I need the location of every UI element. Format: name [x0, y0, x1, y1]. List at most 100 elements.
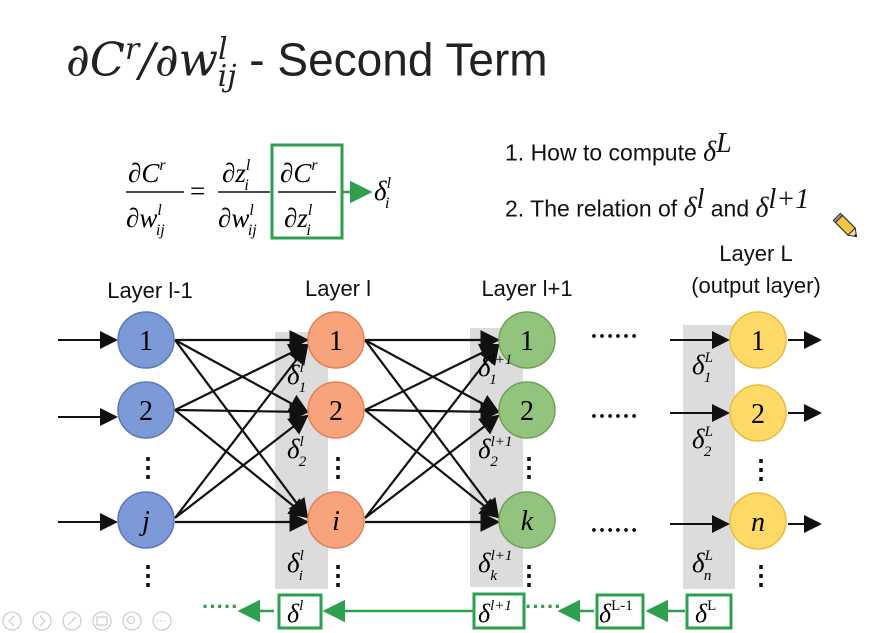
formula-lhs-denominator: ∂wl ij — [126, 202, 165, 239]
neuron — [307, 491, 365, 549]
note-delta-superscript-2: l+1 — [768, 184, 810, 215]
note-text: 2. The relation of — [505, 195, 684, 222]
chain-ellipsis-middle: ····· — [525, 594, 562, 619]
ellipsis-vertical: ⋮ — [325, 453, 351, 482]
layer-l-plus-1-nodes: 1 2 k — [498, 311, 556, 549]
layer-label-output-line1: Layer L — [719, 241, 793, 266]
chain-delta-label: δl+1 — [478, 598, 512, 628]
vertical-ellipses: ⋮ ⋮ ⋮ ⋮ ⋮ ⋮ ⋮ ⋮ — [135, 453, 774, 590]
connections-l-to-l-plus-1 — [364, 330, 501, 532]
deltas-layer-l: δl 1 δl 2 δl i — [287, 360, 307, 584]
note-item-2: 2. The relation of δl and δl+1 — [505, 184, 809, 240]
slides-overview-icon[interactable] — [92, 611, 112, 631]
zoom-icon[interactable] — [122, 611, 142, 631]
note-delta-symbol-2: δ — [755, 192, 769, 224]
ellipsis-vertical: ⋮ — [748, 561, 774, 590]
pencil-cursor-icon — [832, 212, 858, 238]
ellipsis-vertical: ⋮ — [135, 453, 161, 482]
presentation-controls[interactable] — [2, 611, 172, 631]
neuron-label: 1 — [751, 326, 765, 357]
title-w-subscript: ij — [217, 58, 237, 94]
neuron — [498, 381, 556, 439]
notes-list: 1. How to compute δL 2. The relation of … — [505, 128, 809, 240]
neuron-label: i — [332, 506, 340, 537]
backprop-chain: ····· δl δl+1 ····· δL-1 δL — [202, 592, 733, 630]
ellipsis-vertical: ⋮ — [748, 455, 774, 484]
previous-slide-icon[interactable] — [8, 615, 15, 627]
slides-overview-icon[interactable] — [96, 616, 108, 626]
neuron — [117, 491, 175, 549]
title-w-superscript: l — [218, 32, 228, 67]
next-slide-icon[interactable] — [39, 615, 46, 627]
deltas-layer-output: δL 1 δL 2 δL n — [692, 350, 713, 584]
neuron — [498, 311, 556, 369]
note-text: 1. How to compute — [505, 139, 704, 166]
ellipsis-vertical: ⋮ — [325, 561, 351, 590]
layer-label-l-plus-1: Layer l+1 — [481, 276, 573, 301]
note-delta-symbol: δ — [703, 136, 717, 168]
layer-l-nodes: 1 2 i — [307, 311, 365, 549]
neuron — [498, 491, 556, 549]
delta-label: δl 1 — [287, 360, 306, 396]
formula-boxed-denominator: ∂zl i — [284, 202, 313, 239]
neuron — [307, 381, 365, 439]
neuron-label: 1 — [139, 326, 153, 357]
title-partial-w: /∂w — [139, 32, 218, 87]
chain-box-delta-l — [277, 593, 323, 630]
delta-label: δL 2 — [692, 424, 713, 460]
neuron — [729, 384, 787, 442]
previous-slide-icon[interactable] — [2, 611, 22, 631]
neuron — [729, 492, 787, 550]
more-options-icon[interactable] — [152, 611, 172, 631]
chain-box-delta-l-plus-1 — [472, 592, 526, 630]
formula-boxed-numerator: ∂Cr — [280, 157, 318, 188]
layer-label-output: Layer L (output layer) — [666, 238, 846, 302]
pen-tool-icon[interactable] — [67, 616, 77, 626]
shaded-column-layer-output — [683, 325, 735, 589]
delta-label: δl 2 — [287, 434, 307, 470]
chain-delta-label: δL-1 — [599, 598, 633, 628]
neuron-label: 2 — [329, 396, 343, 427]
formula-mid-denominator: ∂wl ij — [218, 202, 257, 239]
neuron-label: n — [751, 507, 765, 538]
neuron — [117, 381, 175, 439]
title-c-superscript: r — [124, 32, 140, 67]
connections-l-minus-1-to-l — [174, 330, 310, 532]
layer-label-output-line2: (output layer) — [691, 273, 821, 298]
ellipsis-horizontal: …… — [590, 318, 638, 344]
layer-label-l-minus-1: Layer l-1 — [107, 278, 193, 303]
neuron-label: 1 — [520, 326, 534, 357]
zoom-icon[interactable] — [126, 615, 136, 625]
neuron-label: 2 — [751, 399, 765, 430]
formula-lhs-numerator: ∂Cr — [128, 157, 166, 188]
title-suffix: - Second Term — [236, 33, 548, 86]
delta-label: δl i — [287, 548, 304, 584]
chain-box-delta-L — [685, 593, 733, 630]
note-delta-symbol: δ — [683, 192, 697, 224]
ellipsis-vertical: ⋮ — [135, 561, 161, 590]
ellipsis-horizontal: …… — [590, 398, 638, 424]
ellipsis-vertical: ⋮ — [516, 561, 542, 590]
layer-output-nodes: 1 2 n — [729, 311, 787, 550]
chain-box-delta-L-minus-1 — [595, 593, 645, 630]
chain-ellipsis-left: ····· — [202, 594, 239, 619]
note-delta-superscript: L — [716, 128, 732, 159]
note-item-1: 1. How to compute δL — [505, 128, 809, 184]
chain-rule-formula: ∂Cr ∂wl ij = ∂zl i ∂wl ij ∂Cr ∂zl i δl i — [126, 143, 392, 240]
pen-tool-icon[interactable] — [62, 611, 82, 631]
neuron — [117, 311, 175, 369]
note-text-and: and — [704, 195, 756, 222]
next-slide-icon[interactable] — [32, 611, 52, 631]
neuron-label: 1 — [329, 326, 343, 357]
neuron-label: j — [139, 506, 150, 537]
chain-delta-label: δl — [287, 598, 303, 628]
neuron — [729, 311, 787, 369]
neuron — [307, 311, 365, 369]
ellipsis-horizontal: …… — [590, 512, 638, 538]
delta-label: δL 1 — [692, 350, 713, 386]
neuron-label: 2 — [520, 396, 534, 427]
neuron-label: k — [521, 506, 534, 537]
horizontal-ellipses: …… …… …… — [590, 318, 638, 538]
delta-label: δL n — [692, 548, 713, 584]
